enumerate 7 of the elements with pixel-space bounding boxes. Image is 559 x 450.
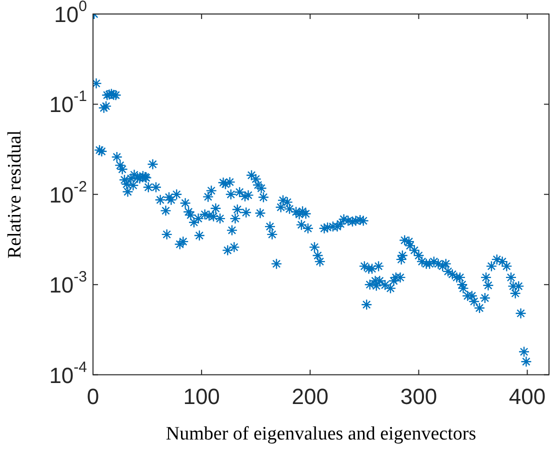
x-tick-label: 100: [183, 384, 220, 410]
y-axis-title: Relative residual: [4, 130, 26, 259]
x-tick-label: 200: [292, 384, 328, 410]
x-tick-label: 0: [86, 384, 100, 410]
x-tick-label: 300: [400, 384, 438, 410]
x-tick-label: 400: [508, 384, 546, 410]
x-axis-title: Number of eigenvalues and eigenvectors: [166, 424, 476, 445]
